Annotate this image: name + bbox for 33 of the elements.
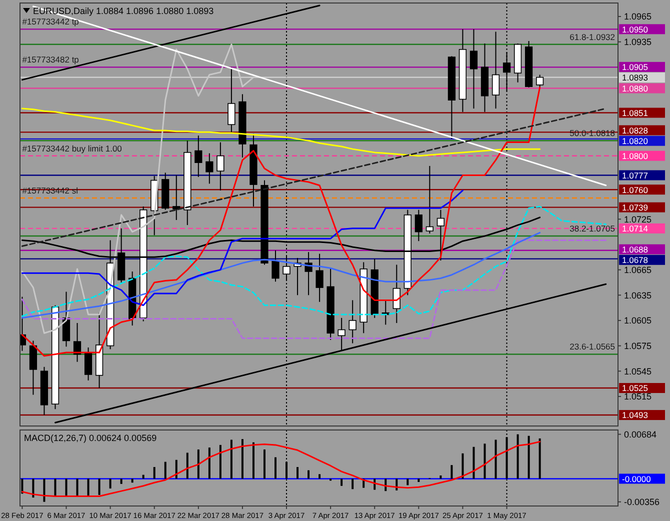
ref-line-label: 1.0880 <box>622 83 648 94</box>
ref-line-label: 1.0828 <box>622 125 648 136</box>
ref-line-label: 1.0820 <box>622 136 648 146</box>
annotation: #157733442 buy limit 1.00 <box>22 143 122 154</box>
y-tick-label: 1.0635 <box>624 290 652 300</box>
ref-line-label: 1.0950 <box>622 24 648 34</box>
y-tick-label: 1.0545 <box>624 366 652 376</box>
y-tick-label: -0.00356 <box>624 497 660 508</box>
ref-line-label: 1.0493 <box>622 410 648 420</box>
y-tick-label: 1.0515 <box>624 392 652 402</box>
y-tick-label: 1.0575 <box>624 340 652 351</box>
annotation: 61.8-1.0932 <box>570 32 616 42</box>
ref-line-label: 1.0688 <box>622 244 648 255</box>
ref-line-label: 1.0525 <box>622 383 648 394</box>
y-tick-label: 1.0965 <box>624 12 652 22</box>
ref-line-label: 1.0678 <box>622 255 648 266</box>
ref-line-label: 1.0851 <box>622 108 648 118</box>
annotation: #157733482 tp <box>22 54 80 65</box>
y-tick-label: 1.0605 <box>624 316 652 326</box>
ref-line-label: 1.0739 <box>622 202 648 213</box>
y-tick-label: 1.0725 <box>624 214 652 224</box>
ref-line-label: -0.0000 <box>622 474 652 484</box>
ref-line-label: 1.0760 <box>622 184 648 195</box>
ref-line-label: 1.0905 <box>622 62 648 72</box>
ref-line-label: 1.0893 <box>622 72 648 83</box>
chart-title: MACD(12,26,7) 0.00624 0.00569 <box>24 433 157 443</box>
ref-line-label: 1.0777 <box>622 170 648 180</box>
ref-line-label: 1.0800 <box>622 151 648 162</box>
ref-line-label: 1.0714 <box>622 224 648 234</box>
y-tick-label: 1.0665 <box>624 265 652 275</box>
y-tick-label: 0.00684 <box>624 429 657 440</box>
y-tick-label: 1.0935 <box>624 37 652 48</box>
annotation: 23.6-1.0565 <box>570 342 616 352</box>
